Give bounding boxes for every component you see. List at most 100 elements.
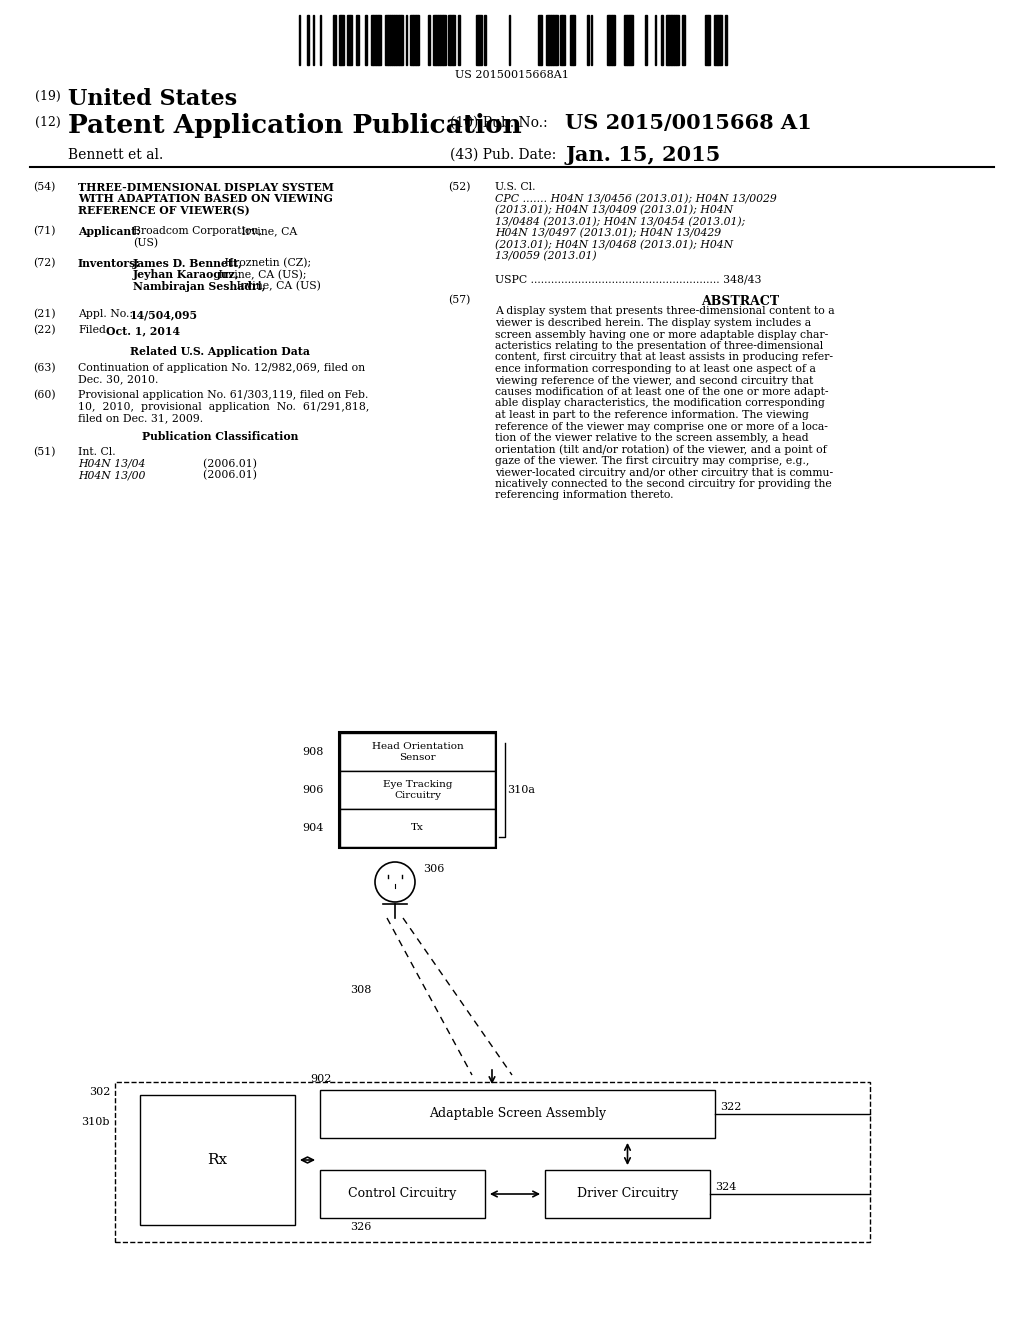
Text: Head Orientation
Sensor: Head Orientation Sensor bbox=[372, 742, 464, 762]
Bar bbox=[376, 15, 378, 65]
Text: WITH ADAPTATION BASED ON VIEWING: WITH ADAPTATION BASED ON VIEWING bbox=[78, 194, 333, 205]
Text: (63): (63) bbox=[33, 363, 55, 374]
Bar bbox=[437, 15, 440, 65]
Text: (71): (71) bbox=[33, 226, 55, 236]
Bar bbox=[720, 15, 722, 65]
Text: 308: 308 bbox=[350, 985, 372, 995]
Text: CPC ....... H04N 13/0456 (2013.01); H04N 13/0029: CPC ....... H04N 13/0456 (2013.01); H04N… bbox=[495, 194, 777, 203]
Text: 310b: 310b bbox=[82, 1117, 110, 1127]
Text: 13/0059 (2013.01): 13/0059 (2013.01) bbox=[495, 251, 597, 261]
Text: 13/0484 (2013.01); H04N 13/0454 (2013.01);: 13/0484 (2013.01); H04N 13/0454 (2013.01… bbox=[495, 216, 745, 227]
Text: (57): (57) bbox=[449, 294, 470, 305]
Bar bbox=[479, 15, 481, 65]
Bar bbox=[654, 15, 656, 65]
Text: Applicant:: Applicant: bbox=[78, 226, 140, 238]
Bar bbox=[562, 15, 565, 65]
Text: (2006.01): (2006.01) bbox=[168, 470, 257, 480]
Text: (21): (21) bbox=[33, 309, 55, 319]
Bar bbox=[319, 15, 321, 65]
Text: able display characteristics, the modification corresponding: able display characteristics, the modifi… bbox=[495, 399, 825, 408]
Text: 310a: 310a bbox=[507, 785, 535, 795]
Text: 906: 906 bbox=[302, 785, 324, 795]
Text: reference of the viewer may comprise one or more of a loca-: reference of the viewer may comprise one… bbox=[495, 421, 827, 432]
Bar bbox=[624, 15, 627, 65]
Text: James D. Bennett,: James D. Bennett, bbox=[133, 257, 243, 269]
Text: A display system that presents three-dimensional content to a: A display system that presents three-dim… bbox=[495, 306, 835, 317]
Text: 902: 902 bbox=[310, 1074, 332, 1084]
Text: Patent Application Publication: Patent Application Publication bbox=[68, 114, 522, 139]
Circle shape bbox=[375, 862, 415, 902]
Bar bbox=[385, 15, 387, 65]
Bar bbox=[394, 15, 396, 65]
Text: ABSTRACT: ABSTRACT bbox=[701, 294, 779, 308]
Text: (60): (60) bbox=[33, 389, 55, 400]
Text: gaze of the viewer. The first circuitry may comprise, e.g.,: gaze of the viewer. The first circuitry … bbox=[495, 455, 809, 466]
Bar bbox=[705, 15, 708, 65]
Bar bbox=[682, 15, 684, 65]
Text: 904: 904 bbox=[302, 822, 324, 833]
Text: Continuation of application No. 12/982,069, filed on: Continuation of application No. 12/982,0… bbox=[78, 363, 366, 374]
Bar bbox=[559, 15, 562, 65]
Bar bbox=[674, 15, 676, 65]
Text: Hroznetin (CZ);: Hroznetin (CZ); bbox=[221, 257, 311, 268]
Bar bbox=[449, 15, 450, 65]
Bar bbox=[390, 15, 391, 65]
Bar bbox=[660, 15, 662, 65]
Text: Filed:: Filed: bbox=[78, 325, 110, 335]
Bar bbox=[396, 15, 398, 65]
Text: H04N 13/0497 (2013.01); H04N 13/0429: H04N 13/0497 (2013.01); H04N 13/0429 bbox=[495, 228, 721, 239]
Text: Irvine, CA (US);: Irvine, CA (US); bbox=[215, 269, 306, 280]
Bar bbox=[609, 15, 611, 65]
Text: Publication Classification: Publication Classification bbox=[141, 432, 298, 442]
Text: (19): (19) bbox=[35, 90, 60, 103]
Bar bbox=[477, 15, 479, 65]
Bar bbox=[587, 15, 589, 65]
Text: US 2015/0015668 A1: US 2015/0015668 A1 bbox=[565, 114, 812, 133]
Bar bbox=[556, 15, 557, 65]
Text: (22): (22) bbox=[33, 325, 55, 335]
Bar bbox=[442, 15, 445, 65]
Text: content, first circuitry that at least assists in producing refer-: content, first circuitry that at least a… bbox=[495, 352, 833, 363]
Bar bbox=[607, 15, 609, 65]
Text: Tx: Tx bbox=[411, 824, 424, 833]
Bar bbox=[391, 15, 394, 65]
FancyBboxPatch shape bbox=[115, 1082, 870, 1242]
Text: United States: United States bbox=[68, 88, 238, 110]
Text: tion of the viewer relative to the screen assembly, a head: tion of the viewer relative to the scree… bbox=[495, 433, 809, 444]
Bar bbox=[428, 15, 429, 65]
Text: US 20150015668A1: US 20150015668A1 bbox=[455, 70, 569, 81]
FancyBboxPatch shape bbox=[545, 1170, 710, 1218]
Text: H04N 13/04: H04N 13/04 bbox=[78, 458, 145, 469]
Text: Oct. 1, 2014: Oct. 1, 2014 bbox=[106, 325, 180, 337]
Text: Irvine, CA: Irvine, CA bbox=[238, 226, 297, 236]
Text: (2013.01); H04N 13/0409 (2013.01); H04N: (2013.01); H04N 13/0409 (2013.01); H04N bbox=[495, 205, 733, 215]
Text: 322: 322 bbox=[720, 1102, 741, 1111]
Bar bbox=[714, 15, 717, 65]
Bar bbox=[553, 15, 556, 65]
Text: U.S. Cl.: U.S. Cl. bbox=[495, 182, 536, 191]
Bar bbox=[416, 15, 418, 65]
Bar bbox=[379, 15, 381, 65]
Bar bbox=[538, 15, 541, 65]
Bar bbox=[631, 15, 633, 65]
Text: Jeyhan Karaoguz,: Jeyhan Karaoguz, bbox=[133, 269, 240, 281]
Text: (12): (12) bbox=[35, 116, 60, 129]
Bar bbox=[341, 15, 343, 65]
Text: 306: 306 bbox=[423, 865, 444, 874]
Text: screen assembly having one or more adaptable display char-: screen assembly having one or more adapt… bbox=[495, 330, 828, 339]
Text: Adaptable Screen Assembly: Adaptable Screen Assembly bbox=[429, 1107, 606, 1121]
Bar bbox=[476, 15, 477, 65]
Text: (51): (51) bbox=[33, 447, 55, 457]
Bar bbox=[708, 15, 710, 65]
Text: THREE-DIMENSIONAL DISPLAY SYSTEM: THREE-DIMENSIONAL DISPLAY SYSTEM bbox=[78, 182, 334, 193]
Text: (52): (52) bbox=[449, 182, 470, 193]
Bar bbox=[373, 15, 376, 65]
Text: filed on Dec. 31, 2009.: filed on Dec. 31, 2009. bbox=[78, 413, 203, 422]
Bar bbox=[387, 15, 390, 65]
Bar bbox=[546, 15, 548, 65]
Bar bbox=[549, 15, 551, 65]
Text: nicatively connected to the second circuitry for providing the: nicatively connected to the second circu… bbox=[495, 479, 831, 488]
Text: Bennett et al.: Bennett et al. bbox=[68, 148, 163, 162]
Bar bbox=[725, 15, 727, 65]
Bar bbox=[484, 15, 486, 65]
